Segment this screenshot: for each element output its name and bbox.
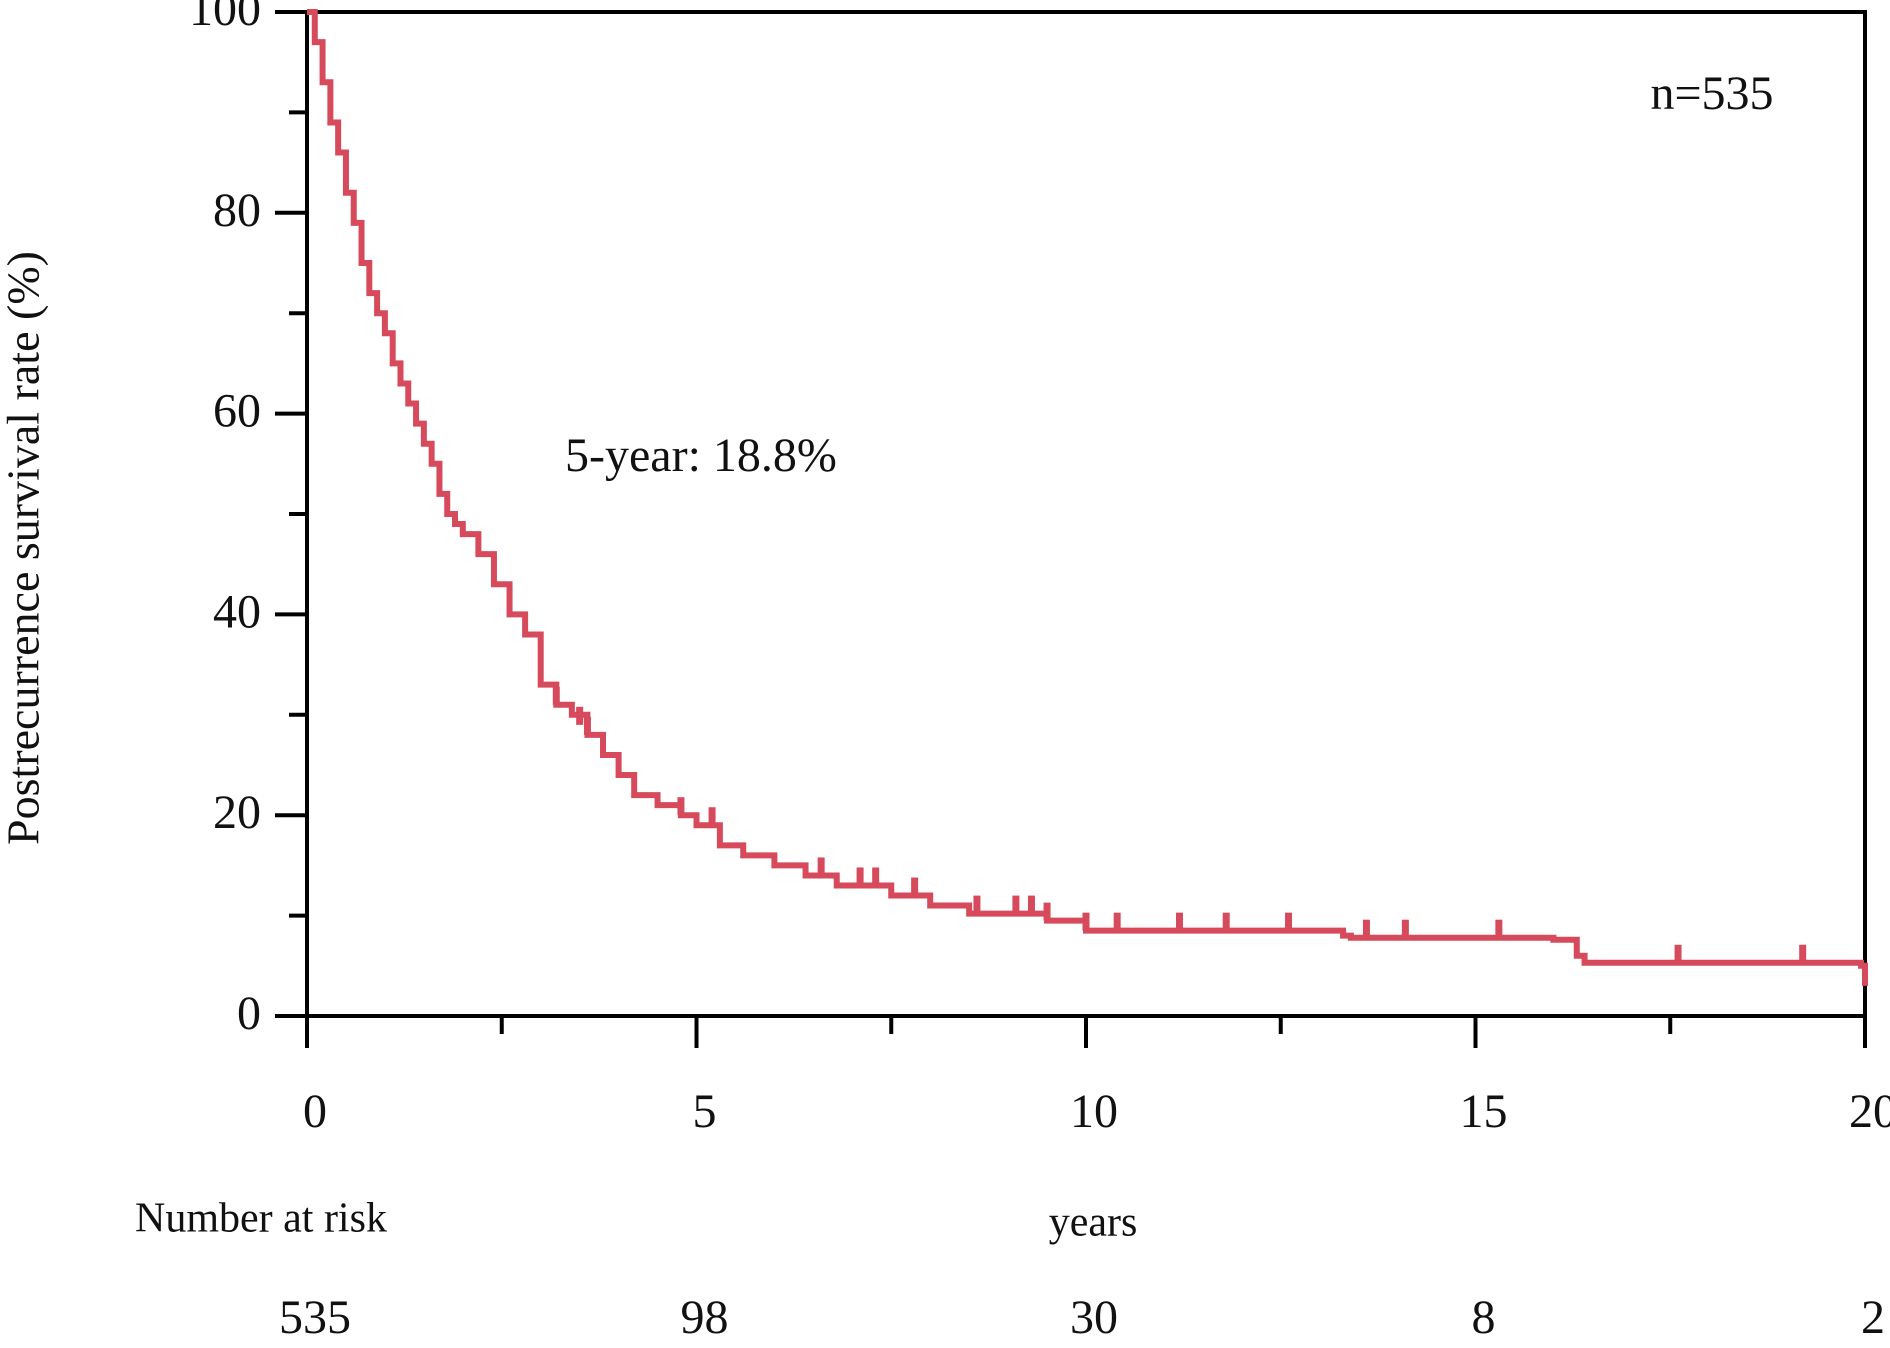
x-axis-label: years	[1049, 1200, 1138, 1246]
x-tick-label: 20	[1849, 1085, 1890, 1138]
x-tick-label: 10	[1070, 1085, 1118, 1138]
x-tick-label: 5	[693, 1085, 717, 1138]
y-tick-label: 0	[237, 987, 261, 1040]
y-tick-label: 20	[213, 786, 261, 839]
y-axis-label: Postrecurrence survival rate (%)	[0, 251, 49, 845]
risk-table-title: Number at risk	[135, 1196, 387, 1242]
y-tick-label: 60	[213, 385, 261, 438]
x-tick-label: 15	[1460, 1085, 1508, 1138]
x-tick-label: 0	[303, 1085, 327, 1138]
y-tick-label: 40	[213, 585, 261, 638]
plot-frame	[305, 10, 1867, 1018]
annotation: 5-year: 18.8%	[565, 429, 837, 482]
annotation: n=535	[1650, 67, 1773, 120]
risk-count: 8	[1472, 1291, 1496, 1344]
y-tick-label: 100	[189, 0, 261, 36]
risk-count: 98	[681, 1291, 729, 1344]
risk-count: 30	[1070, 1291, 1118, 1344]
risk-count: 2	[1861, 1291, 1885, 1344]
y-tick-label: 80	[213, 184, 261, 237]
risk-count: 535	[279, 1291, 351, 1344]
survival-curve	[307, 9, 1868, 986]
